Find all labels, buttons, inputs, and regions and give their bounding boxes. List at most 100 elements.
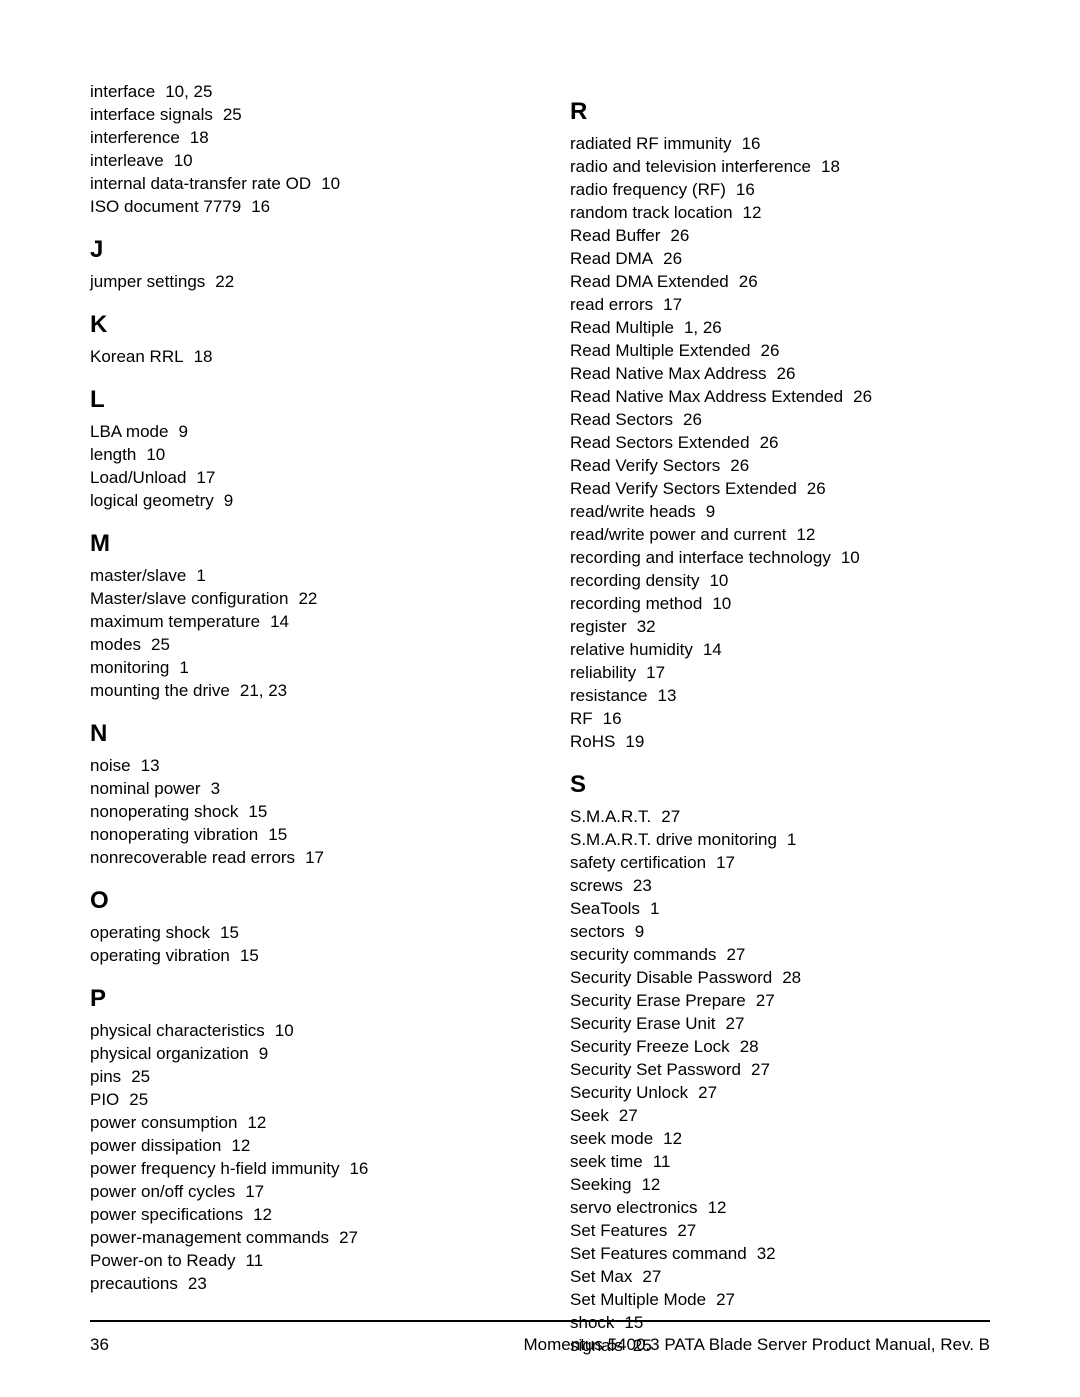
index-pages[interactable]: 13 xyxy=(657,686,676,705)
index-pages[interactable]: 12 xyxy=(743,203,762,222)
index-pages[interactable]: 1 xyxy=(650,899,659,918)
index-pages[interactable]: 12 xyxy=(641,1175,660,1194)
index-pages[interactable]: 16 xyxy=(742,134,761,153)
index-pages[interactable]: 16 xyxy=(349,1159,368,1178)
index-pages[interactable]: 10 xyxy=(146,445,165,464)
index-pages[interactable]: 27 xyxy=(677,1221,696,1240)
index-entry: Security Erase Prepare27 xyxy=(570,989,990,1012)
index-pages[interactable]: 9 xyxy=(178,422,187,441)
index-pages[interactable]: 10 xyxy=(841,548,860,567)
index-pages[interactable]: 27 xyxy=(642,1267,661,1286)
index-pages[interactable]: 15 xyxy=(220,923,239,942)
index-pages[interactable]: 18 xyxy=(821,157,840,176)
index-pages[interactable]: 3 xyxy=(211,779,220,798)
index-term: seek time xyxy=(570,1152,643,1171)
index-pages[interactable]: 16 xyxy=(603,709,622,728)
index-pages[interactable]: 1 xyxy=(787,830,796,849)
index-pages[interactable]: 25 xyxy=(223,105,242,124)
index-pages[interactable]: 14 xyxy=(703,640,722,659)
index-pages[interactable]: 27 xyxy=(339,1228,358,1247)
index-pages[interactable]: 12 xyxy=(253,1205,272,1224)
index-pages[interactable]: 1 xyxy=(179,658,188,677)
index-pages[interactable]: 26 xyxy=(761,341,780,360)
index-pages[interactable]: 25 xyxy=(151,635,170,654)
index-pages[interactable]: 17 xyxy=(663,295,682,314)
index-pages[interactable]: 12 xyxy=(663,1129,682,1148)
index-term: RoHS xyxy=(570,732,615,751)
index-pages[interactable]: 26 xyxy=(663,249,682,268)
index-pages[interactable]: 12 xyxy=(796,525,815,544)
index-pages[interactable]: 23 xyxy=(633,876,652,895)
index-pages[interactable]: 1 xyxy=(196,566,205,585)
index-letter: K xyxy=(90,311,510,339)
index-pages[interactable]: 10 xyxy=(321,174,340,193)
index-pages[interactable]: 32 xyxy=(637,617,656,636)
index-entry: Seek27 xyxy=(570,1104,990,1127)
index-pages[interactable]: 22 xyxy=(298,589,317,608)
index-pages[interactable]: 16 xyxy=(736,180,755,199)
index-pages[interactable]: 17 xyxy=(245,1182,264,1201)
index-entry: precautions23 xyxy=(90,1272,510,1295)
index-pages[interactable]: 12 xyxy=(231,1136,250,1155)
index-pages[interactable]: 12 xyxy=(708,1198,727,1217)
index-pages[interactable]: 19 xyxy=(625,732,644,751)
index-pages[interactable]: 10 xyxy=(709,571,728,590)
index-letter: O xyxy=(90,887,510,915)
index-pages[interactable]: 9 xyxy=(224,491,233,510)
index-pages[interactable]: 26 xyxy=(670,226,689,245)
index-pages[interactable]: 9 xyxy=(706,502,715,521)
index-pages[interactable]: 28 xyxy=(740,1037,759,1056)
index-pages[interactable]: 26 xyxy=(730,456,749,475)
index-pages[interactable]: 25 xyxy=(131,1067,150,1086)
index-pages[interactable]: 16 xyxy=(251,197,270,216)
index-term: Read Buffer xyxy=(570,226,660,245)
index-entry: RF16 xyxy=(570,707,990,730)
index-pages[interactable]: 32 xyxy=(757,1244,776,1263)
index-pages[interactable]: 23 xyxy=(188,1274,207,1293)
index-term: security commands xyxy=(570,945,716,964)
index-pages[interactable]: 12 xyxy=(247,1113,266,1132)
index-pages[interactable]: 22 xyxy=(215,272,234,291)
index-pages[interactable]: 27 xyxy=(661,807,680,826)
index-pages[interactable]: 26 xyxy=(739,272,758,291)
index-pages[interactable]: 27 xyxy=(756,991,775,1010)
index-pages[interactable]: 1, 26 xyxy=(684,318,722,337)
index-pages[interactable]: 26 xyxy=(807,479,826,498)
index-pages[interactable]: 27 xyxy=(726,1014,745,1033)
index-pages[interactable]: 25 xyxy=(129,1090,148,1109)
index-pages[interactable]: 17 xyxy=(305,848,324,867)
index-pages[interactable]: 9 xyxy=(635,922,644,941)
index-pages[interactable]: 10 xyxy=(712,594,731,613)
index-pages[interactable]: 15 xyxy=(268,825,287,844)
index-pages[interactable]: 13 xyxy=(141,756,160,775)
index-pages[interactable]: 10, 25 xyxy=(165,82,212,101)
index-entry: jumper settings22 xyxy=(90,270,510,293)
index-pages[interactable]: 14 xyxy=(270,612,289,631)
index-term: Read Sectors xyxy=(570,410,673,429)
index-pages[interactable]: 15 xyxy=(624,1313,643,1332)
index-pages[interactable]: 17 xyxy=(646,663,665,682)
index-pages[interactable]: 27 xyxy=(726,945,745,964)
index-pages[interactable]: 18 xyxy=(190,128,209,147)
index-pages[interactable]: 21, 23 xyxy=(240,681,287,700)
index-pages[interactable]: 28 xyxy=(782,968,801,987)
index-pages[interactable]: 26 xyxy=(760,433,779,452)
index-pages[interactable]: 11 xyxy=(246,1251,264,1270)
index-pages[interactable]: 26 xyxy=(683,410,702,429)
index-pages[interactable]: 27 xyxy=(619,1106,638,1125)
index-pages[interactable]: 15 xyxy=(248,802,267,821)
index-pages[interactable]: 10 xyxy=(174,151,193,170)
index-pages[interactable]: 9 xyxy=(259,1044,268,1063)
index-pages[interactable]: 27 xyxy=(716,1290,735,1309)
index-pages[interactable]: 27 xyxy=(751,1060,770,1079)
index-pages[interactable]: 15 xyxy=(240,946,259,965)
index-pages[interactable]: 26 xyxy=(777,364,796,383)
index-pages[interactable]: 26 xyxy=(853,387,872,406)
index-pages[interactable]: 10 xyxy=(275,1021,294,1040)
index-term: power specifications xyxy=(90,1205,243,1224)
index-pages[interactable]: 17 xyxy=(196,468,215,487)
index-pages[interactable]: 11 xyxy=(653,1152,671,1171)
index-pages[interactable]: 17 xyxy=(716,853,735,872)
index-pages[interactable]: 18 xyxy=(194,347,213,366)
index-pages[interactable]: 27 xyxy=(698,1083,717,1102)
